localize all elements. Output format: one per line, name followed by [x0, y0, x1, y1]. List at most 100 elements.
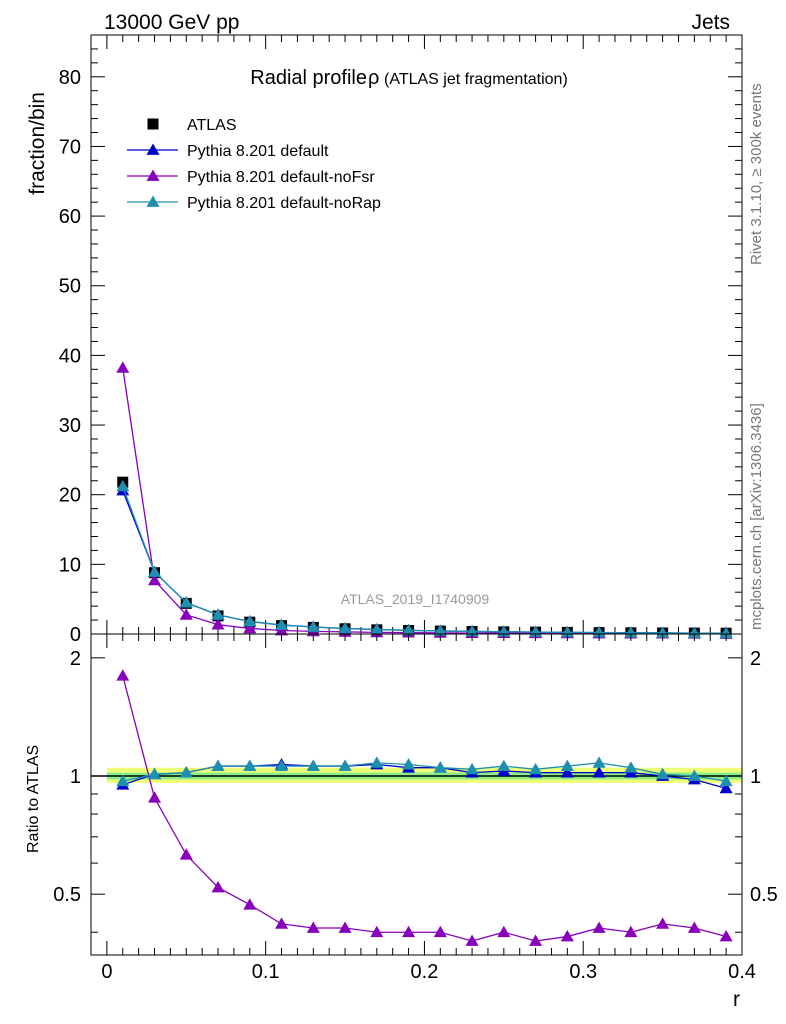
main-title-note: (ATLAS jet fragmentation) [384, 71, 568, 88]
ratio-point [465, 762, 479, 775]
mcplots-label: mcplots.cern.ch [arXiv:1306.3436] [748, 403, 765, 630]
data-point [306, 620, 320, 632]
data-point [179, 596, 193, 608]
ratio-point [116, 774, 130, 787]
ratio-point [306, 921, 320, 933]
legend-entry: Pythia 8.201 default-noFsr [127, 169, 375, 186]
ratio-point [529, 934, 543, 946]
header-right: Jets [691, 11, 730, 34]
data-point [243, 614, 257, 627]
data-point [275, 618, 289, 630]
main-y-tick-label: 60 [59, 206, 81, 228]
legend-marker [146, 169, 160, 181]
ratio-point [275, 759, 289, 771]
ratio-y-tick-label: 0.5 [53, 884, 81, 906]
main-y-tick-label: 30 [59, 415, 81, 437]
main-y-tick-label: 0 [70, 624, 81, 646]
ratio-point [179, 848, 193, 860]
ratio-point [624, 761, 638, 773]
ratio-point [687, 921, 701, 933]
ratio-point [243, 759, 257, 771]
legend-entry: Pythia 8.201 default [127, 143, 329, 160]
data-point [148, 565, 162, 577]
legend-entry: Pythia 8.201 default-noRap [127, 195, 381, 212]
data-point [116, 479, 130, 492]
ratio-point [402, 757, 416, 770]
main-y-tick-label: 10 [59, 554, 81, 576]
main-y-tick-label: 20 [59, 485, 81, 507]
ratio-point [433, 761, 447, 773]
main-series-1 [116, 484, 733, 639]
ratio-series [116, 669, 733, 946]
legend-marker [146, 143, 160, 155]
data-point [370, 622, 384, 635]
ratio-point [656, 767, 670, 780]
main-y-tick-label: 70 [59, 136, 81, 158]
data-point [338, 621, 352, 634]
data-point [624, 626, 638, 638]
ratio-point [624, 925, 638, 938]
ratio-point [656, 917, 670, 929]
data-point [592, 626, 606, 638]
data-point [433, 624, 447, 636]
data-point [719, 626, 733, 639]
main-y-tick-label: 50 [59, 276, 81, 298]
legend-marker [146, 195, 160, 207]
main-y-tick-label: 40 [59, 345, 81, 367]
data-point [179, 608, 193, 620]
ratio-point [529, 762, 543, 775]
ratio-panel: 0.5 0.51 12 2 0 0.1 0.2 0.3 0.4 Ratio to ATLAS … [25, 633, 778, 1011]
main-series-0 [117, 476, 732, 639]
main-y-tick-label: 80 [59, 67, 81, 89]
ratio-point [116, 669, 130, 681]
x-tick-label: 0 [101, 961, 112, 983]
ratio-point [560, 766, 574, 778]
ratio-line [122, 762, 727, 782]
series-line [122, 486, 727, 634]
main-series-3 [116, 479, 733, 639]
main-title: Radial profile [250, 67, 367, 89]
ratio-point [560, 759, 574, 771]
data-point [116, 361, 130, 373]
data-point [402, 623, 416, 636]
x-tick-label: 0.1 [252, 961, 280, 983]
x-tick-label: 0.2 [411, 961, 439, 983]
main-title-symbol: ρ [368, 67, 379, 89]
header-left: 13000 GeV pp [104, 11, 239, 34]
x-tick-label: 0.4 [728, 961, 756, 983]
ratio-line [122, 675, 727, 942]
legend-label: Pythia 8.201 default-noRap [187, 195, 381, 212]
ratio-point [687, 769, 701, 781]
ratio-point [338, 921, 352, 933]
ratio-point [719, 930, 733, 942]
legend-label: ATLAS [187, 117, 237, 134]
legend: ATLAS Pythia 8.201 default Pythia 8.201 de… [127, 117, 381, 212]
ratio-y-tick-label: 2 [70, 648, 81, 670]
ratio-y-tick-label-right: 2 [750, 648, 761, 670]
main-panel: 0 10 20 30 40 50 60 70 80 Radial profile ρ (ATLA… [26, 34, 743, 646]
ratio-y-axis-label: Ratio to ATLAS [25, 745, 42, 853]
main-series [116, 361, 733, 639]
ratio-point [433, 925, 447, 938]
x-tick-label: 0.3 [569, 961, 597, 983]
ratio-point [370, 925, 384, 938]
ratio-point [560, 930, 574, 942]
ratio-series-2 [116, 756, 733, 787]
ratio-point [497, 759, 511, 771]
ratio-point [370, 756, 384, 768]
ratio-point [148, 791, 162, 803]
legend-label: Pythia 8.201 default-noFsr [187, 169, 375, 186]
ratio-point [243, 898, 257, 910]
ratio-point [592, 756, 606, 768]
ratio-point [338, 759, 352, 771]
data-point [243, 621, 257, 634]
ratio-point [306, 759, 320, 771]
analysis-watermark: ATLAS_2019_I1740909 [341, 591, 490, 607]
data-point [687, 626, 701, 638]
main-y-axis-label: fraction/bin [26, 92, 49, 195]
data-point [148, 573, 162, 586]
data-point [465, 624, 479, 637]
rivet-version-label: Rivet 3.1.10, ≥ 300k events [748, 83, 765, 265]
ratio-point [402, 925, 416, 938]
